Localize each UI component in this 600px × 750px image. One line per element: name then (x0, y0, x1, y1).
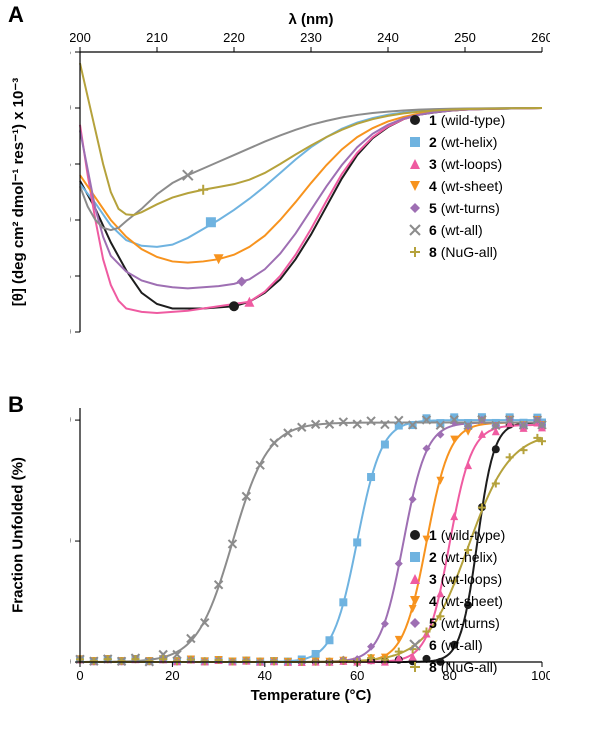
legend-item-s8: 8 (NuG-all) (429, 659, 497, 675)
x-axis-title: λ (nm) (289, 11, 334, 28)
ytick-label: -5 (70, 156, 71, 171)
legend-item-s4: 4 (wt-sheet) (429, 593, 503, 609)
legend-item-s3: 3 (wt-loops) (429, 156, 502, 172)
xtick-label: 40 (258, 668, 272, 683)
y-axis-title: Fraction Unfolded (%) (10, 457, 27, 613)
xtick-label: 230 (300, 30, 322, 45)
legend-item-s1: 1 (wild-type) (429, 112, 505, 128)
xtick-label: 0 (76, 668, 83, 683)
xtick-label: 20 (165, 668, 179, 683)
legend-item-s2: 2 (wt-helix) (429, 549, 497, 565)
ytick-label: 0 (70, 100, 71, 115)
ytick-label: 5 (70, 44, 71, 59)
plot-A: 200 210 220 230 240 250 260 λ (nm) -20 -15 -10 -5 0 5… (70, 10, 550, 340)
ytick-label: -20 (70, 324, 71, 339)
ytick-label: -15 (70, 268, 71, 283)
legend-item-s2: 2 (wt-helix) (429, 134, 497, 150)
figure: A200210220230240250260λ (nm)-20-15-10-50… (0, 0, 600, 750)
xtick-label: 260 (531, 30, 550, 45)
legend-item-s5: 5 (wt-turns) (429, 615, 500, 631)
x-axis-title: Temperature (°C) (251, 687, 372, 704)
xtick-label: 60 (350, 668, 364, 683)
xtick-label: 210 (146, 30, 168, 45)
ytick-label: 100 (70, 412, 71, 427)
legend-item-s6: 6 (wt-all) (429, 222, 483, 238)
xtick-label: 250 (454, 30, 476, 45)
legend-item-s8: 8 (NuG-all) (429, 244, 497, 260)
legend-item-s5: 5 (wt-turns) (429, 200, 500, 216)
ytick-label: 0 (70, 654, 71, 669)
legend-item-s4: 4 (wt-sheet) (429, 178, 503, 194)
ytick-label: -10 (70, 212, 71, 227)
xtick-label: 100 (531, 668, 550, 683)
legend-item-s6: 6 (wt-all) (429, 637, 483, 653)
ytick-label: 50 (70, 533, 71, 548)
panel-label-A: A (8, 2, 24, 28)
plot-B: 020406080100Temperature (°C)0501001 (wil… (70, 400, 550, 710)
legend-item-s1: 1 (wild-type) (429, 527, 505, 543)
legend-item-s3: 3 (wt-loops) (429, 571, 502, 587)
panel-label-B: B (8, 392, 24, 418)
xtick-label: 240 (377, 30, 399, 45)
xtick-label: 220 (223, 30, 245, 45)
y-axis-title: [θ] (deg cm² dmol⁻¹ res⁻¹) x 10⁻³ (9, 78, 27, 307)
xtick-label: 200 (70, 30, 91, 45)
